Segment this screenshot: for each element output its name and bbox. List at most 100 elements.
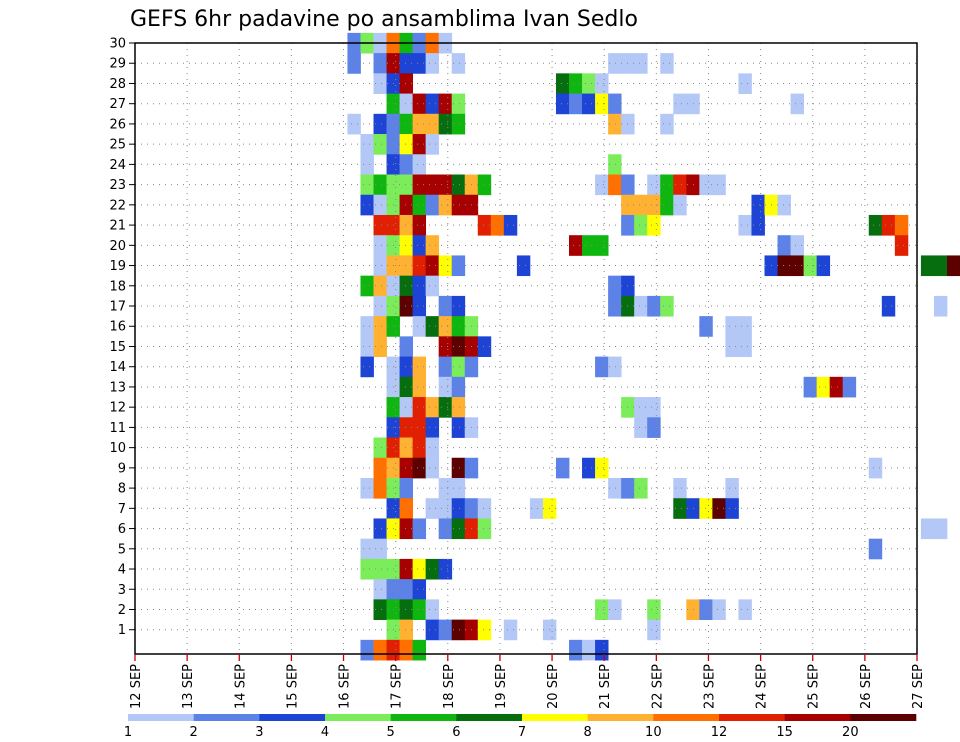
cell-member-29-15	[608, 53, 622, 74]
x-tick-label-12: 24 SEP	[755, 664, 770, 709]
cell-member-28-23	[569, 73, 583, 94]
y-tick-label-22: 22	[109, 198, 126, 213]
y-tick-label-3: 3	[118, 583, 126, 598]
cell-member-7-248	[451, 498, 466, 519]
cell-member-23-78	[673, 174, 687, 196]
y-tick-label-7: 7	[118, 502, 126, 517]
cell-member-26-42	[373, 113, 387, 135]
cell-member-11-215	[634, 417, 648, 438]
legend-swatch-1	[193, 714, 260, 721]
cell-member-22-96	[751, 194, 765, 216]
cell-member-19-131	[451, 255, 466, 277]
legend-swatch-0	[128, 714, 194, 721]
cell-member-19-140	[946, 255, 960, 277]
cell-member-23-69	[438, 174, 453, 196]
cell-member-26-51	[660, 113, 674, 135]
heatmap-cells	[347, 32, 960, 661]
cell-member-21-105	[503, 214, 518, 236]
cell-member-9-232	[868, 457, 883, 479]
cell-member-20-122	[777, 235, 791, 256]
cell-member-29-8	[347, 53, 361, 74]
cell-member-23-70	[451, 174, 466, 196]
y-tick-label-17: 17	[109, 300, 126, 315]
cell-member-27-28	[399, 93, 414, 115]
cell-member-3-280	[399, 579, 414, 600]
cell-member-21-104	[490, 214, 505, 236]
cell-member-2-292	[712, 599, 726, 620]
x-tick-label-15: 27 SEP	[911, 664, 926, 709]
cell-member-23-68	[425, 174, 440, 196]
cell-member-15-173	[360, 336, 374, 357]
cell-member-13-195	[451, 376, 466, 398]
cell-member-2-285	[412, 599, 427, 620]
cell-member-8-243	[725, 477, 739, 499]
cell-member-9-225	[412, 457, 427, 479]
y-tick-label-13: 13	[109, 380, 126, 395]
legend-label-2: 3	[255, 725, 263, 740]
cell-member-6-260	[399, 518, 414, 540]
cell-member-5-269	[373, 538, 387, 560]
cell-member-29-13	[425, 53, 440, 74]
cell-member-1-298	[451, 619, 466, 641]
y-tick-label-18: 18	[109, 279, 126, 294]
y-tick-label-12: 12	[109, 401, 126, 416]
cell-member-14-187	[451, 356, 466, 378]
cell-member-16-171	[725, 316, 739, 337]
x-tick-label-5: 17 SEP	[390, 664, 405, 709]
cell-member-19-128	[412, 255, 427, 277]
cell-member-14-186	[438, 356, 453, 378]
y-tick-label-8: 8	[118, 482, 126, 497]
y-tick-label-15: 15	[109, 340, 126, 355]
cell-member-8-237	[438, 477, 453, 499]
cell-member-21-111	[868, 214, 883, 236]
x-tick-label-9: 21 SEP	[598, 664, 613, 709]
y-tick-label-19: 19	[109, 259, 126, 274]
cell-member-15-174	[373, 336, 387, 357]
cell-member-13-198	[829, 376, 844, 398]
y-tick-label-23: 23	[109, 178, 126, 193]
legend-label-9: 12	[711, 725, 728, 740]
cell-member-19-127	[399, 255, 414, 277]
cell-member-23-66	[399, 174, 414, 196]
cell-member-12-205	[451, 397, 466, 418]
cell-member-22-89	[451, 194, 466, 216]
cell-member-21-107	[634, 214, 648, 236]
cell-member-2-293	[738, 599, 752, 620]
cell-member-0-306	[386, 639, 400, 661]
y-tick-label-16: 16	[109, 320, 126, 335]
cell-member-28-24	[582, 73, 596, 94]
cell-member-26-47	[438, 113, 453, 135]
cell-member-6-263	[451, 518, 466, 540]
cell-member-28-21	[399, 73, 414, 94]
cell-member-12-204	[438, 397, 453, 418]
legend-label-8: 10	[645, 725, 662, 740]
cell-member-13-193	[412, 376, 427, 398]
legend-swatch-8	[653, 714, 720, 721]
cell-member-22-88	[438, 194, 453, 216]
cell-member-9-230	[582, 457, 596, 479]
y-tick-label-9: 9	[118, 461, 126, 476]
cell-member-11-210	[399, 417, 414, 438]
cell-member-8-239	[608, 477, 622, 499]
cell-member-10-217	[373, 437, 387, 459]
cell-member-14-190	[608, 356, 622, 378]
cell-member-22-95	[673, 194, 687, 216]
cell-member-6-258	[373, 518, 387, 540]
y-tick-label-27: 27	[109, 97, 126, 112]
cell-member-12-202	[412, 397, 427, 418]
y-tick-label-26: 26	[109, 117, 126, 132]
cell-member-8-238	[451, 477, 466, 499]
cell-member-15-175	[399, 336, 414, 357]
cell-member-12-207	[634, 397, 648, 418]
cell-member-20-121	[595, 235, 609, 256]
cell-member-4-276	[425, 558, 440, 580]
cell-member-1-296	[425, 619, 440, 641]
cell-member-9-224	[399, 457, 414, 479]
x-tick-label-0: 12 SEP	[129, 664, 144, 709]
cell-member-20-118	[425, 235, 440, 256]
cell-member-29-17	[634, 53, 648, 74]
cell-member-26-41	[347, 113, 361, 135]
cell-member-18-141	[360, 275, 374, 297]
cell-member-1-301	[503, 619, 518, 641]
